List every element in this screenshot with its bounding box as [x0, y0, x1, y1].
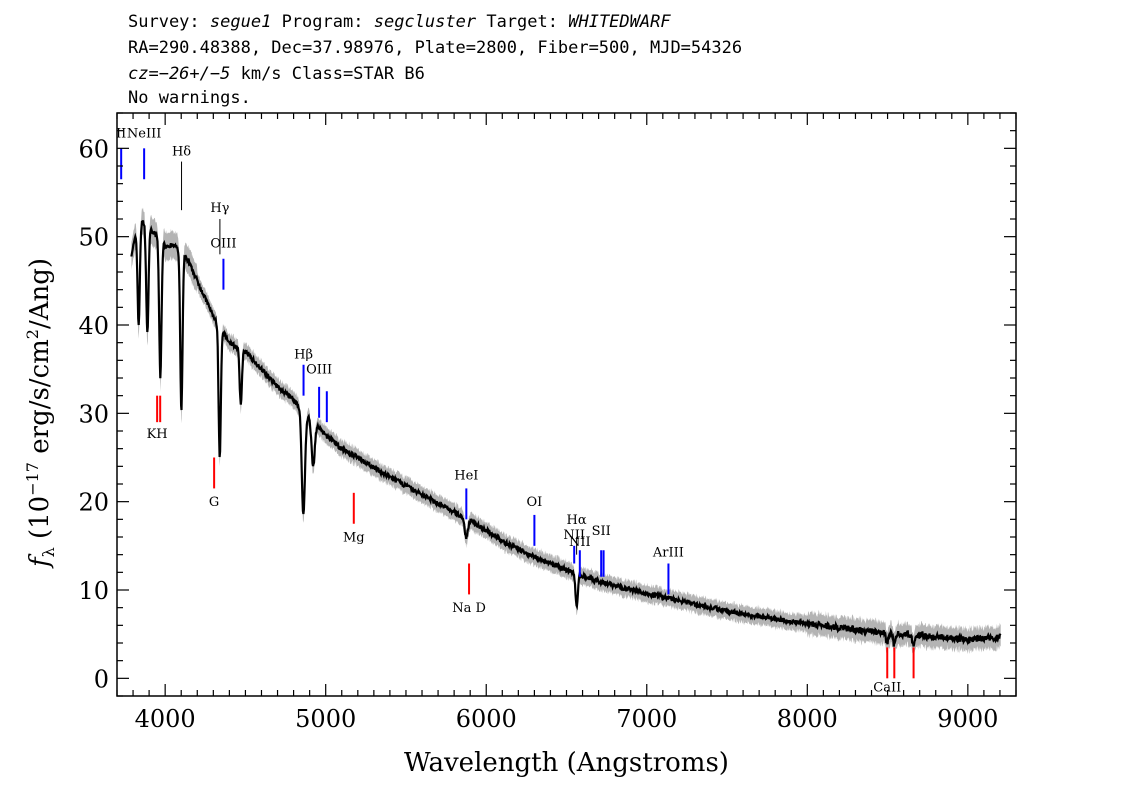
marker-label: Na D [452, 601, 486, 616]
marker-label: Hγ [210, 201, 229, 216]
error-band [131, 207, 1001, 658]
survey-label: Survey: [128, 12, 200, 32]
marker-label: HeI [454, 469, 478, 484]
y-tick-label: 40 [78, 312, 109, 340]
y-tick-label: 10 [78, 577, 109, 605]
spectrum-line [130, 220, 1002, 647]
marker-label: KH [147, 427, 168, 442]
y-tick-label: 20 [78, 489, 109, 517]
marker-label: CaII [873, 681, 901, 696]
header-line-4: No warnings. [128, 88, 251, 108]
y-tick-label: 30 [78, 400, 109, 428]
marker-label: G [209, 495, 219, 510]
marker-label: Hδ [172, 144, 191, 159]
redshift-value: cz=−26+/−5 [128, 64, 231, 84]
marker-label: NeIII [127, 127, 161, 142]
y-tick-label: 60 [78, 135, 109, 163]
x-tick-label: 7000 [616, 705, 677, 733]
class-value: km/s Class=STAR B6 [230, 64, 425, 84]
header-line-1: Survey: segue1 Program: segcluster Targe… [128, 12, 671, 32]
marker-label: SII [592, 524, 611, 539]
marker-label: OIII [306, 363, 332, 378]
program-value: segcluster [373, 12, 477, 32]
error-band-area [131, 207, 1001, 658]
axis-ticks: 4000 5000 6000 7000 8000 9000 0 10 20 30 40 50 60 [78, 112, 1017, 733]
x-tick-label: 5000 [295, 705, 356, 733]
x-tick-label: 4000 [135, 705, 196, 733]
marker-label: Hα [567, 513, 587, 528]
marker-label: Hβ [294, 348, 313, 363]
target-label: Target: [486, 12, 558, 32]
marker-label: Mg [343, 530, 365, 545]
header-line-3: cz=−26+/−5 km/s Class=STAR B6 [128, 64, 425, 84]
x-axis-label: Wavelength (Angstroms) [404, 748, 729, 778]
x-tick-label: 8000 [777, 705, 838, 733]
y-axis-label: fλ (10−17 erg/s/cm2/Ang) [23, 258, 58, 569]
marker-label: II [116, 127, 126, 142]
survey-value: segue1 [209, 12, 272, 32]
y-tick-label: 50 [78, 224, 109, 252]
header-line-2: RA=290.48388, Dec=37.98976, Plate=2800, … [128, 38, 743, 58]
x-tick-label: 9000 [937, 705, 998, 733]
plot-frame [116, 112, 1017, 697]
marker-label: NII [563, 528, 585, 543]
marker-label: NII [569, 535, 591, 550]
marker-label: OI [526, 495, 542, 510]
y-tick-label: 0 [94, 665, 109, 693]
program-label: Program: [281, 12, 364, 32]
marker-label: OIII [210, 236, 236, 251]
spectrum-series [130, 220, 1002, 647]
target-value: WHITEDWARF [568, 12, 671, 32]
marker-label: ArIII [652, 545, 684, 560]
x-tick-label: 6000 [456, 705, 517, 733]
